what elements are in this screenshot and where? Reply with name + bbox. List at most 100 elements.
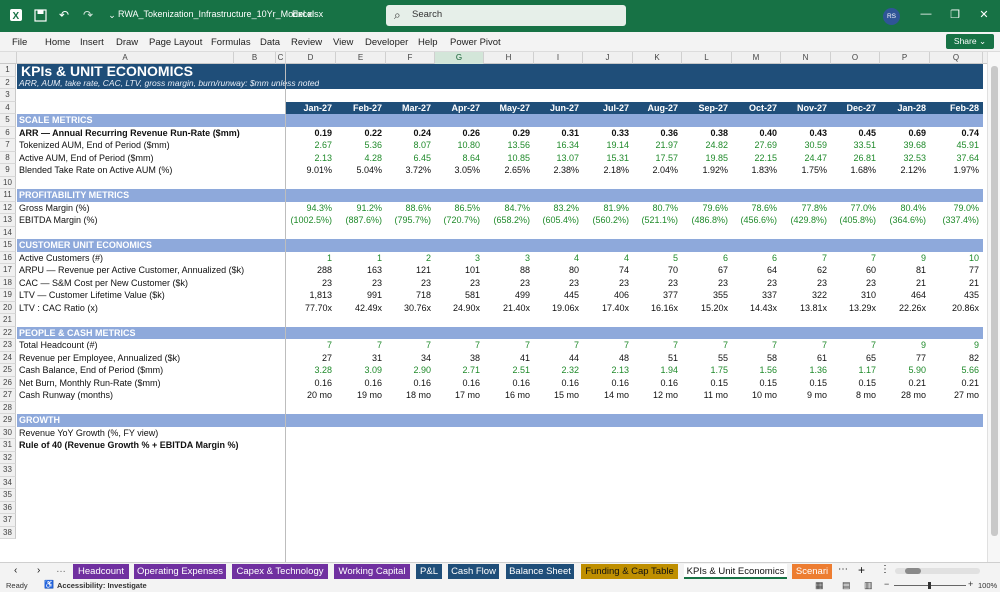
metric-value[interactable]: 0.33 bbox=[611, 127, 629, 138]
metric-value[interactable]: 19 mo bbox=[356, 390, 382, 401]
prev-sheet-icon[interactable]: ‹ bbox=[14, 565, 18, 576]
metric-value[interactable]: 2.18% bbox=[603, 165, 629, 176]
metric-value[interactable]: 41 bbox=[519, 352, 530, 363]
metric-value[interactable]: 4.28 bbox=[364, 152, 382, 163]
metric-value[interactable]: 30.59 bbox=[804, 140, 827, 151]
metric-value[interactable]: 13.81x bbox=[799, 302, 827, 313]
sheet-tab[interactable]: Funding & Cap Table bbox=[581, 564, 678, 579]
metric-label[interactable]: LTV — Customer Lifetime Value ($k) bbox=[19, 290, 165, 301]
metric-value[interactable]: 7 bbox=[821, 340, 827, 351]
metric-value[interactable]: 2.65% bbox=[504, 165, 530, 176]
save-icon[interactable] bbox=[32, 7, 48, 23]
metric-value[interactable]: 23 bbox=[321, 277, 332, 288]
metric-value[interactable]: 1.68% bbox=[850, 165, 876, 176]
metric-value[interactable]: 7 bbox=[425, 340, 431, 351]
metric-value[interactable]: 42.49x bbox=[354, 302, 382, 313]
period-header[interactable]: Apr-27 bbox=[435, 101, 484, 114]
metric-value[interactable]: 0.16 bbox=[561, 377, 579, 388]
sheet-tab[interactable]: KPIs & Unit Economics bbox=[684, 564, 787, 579]
row-header[interactable]: 9 bbox=[0, 164, 16, 177]
metric-value[interactable]: 1 bbox=[326, 252, 332, 263]
row-header[interactable]: 8 bbox=[0, 151, 16, 164]
minimize-icon[interactable]: — bbox=[920, 8, 932, 20]
metric-value[interactable]: 23 bbox=[568, 277, 579, 288]
column-header-f[interactable]: F bbox=[386, 52, 435, 64]
row-header[interactable]: 20 bbox=[0, 301, 16, 314]
scroll-thumb[interactable] bbox=[991, 66, 998, 536]
row-header[interactable]: 16 bbox=[0, 251, 16, 264]
metric-value[interactable]: 2.13 bbox=[611, 365, 629, 376]
metric-value[interactable]: 0.15 bbox=[809, 377, 827, 388]
metric-value[interactable]: 0.16 bbox=[314, 377, 332, 388]
metric-value[interactable]: 7 bbox=[771, 340, 777, 351]
metric-value[interactable]: 79.6% bbox=[702, 202, 728, 213]
metric-value[interactable]: 0.74 bbox=[961, 127, 979, 138]
metric-value[interactable]: 81.9% bbox=[603, 202, 629, 213]
metric-value[interactable]: 16.34 bbox=[556, 140, 579, 151]
metric-value[interactable]: 0.26 bbox=[462, 127, 480, 138]
column-header-g[interactable]: G bbox=[435, 52, 484, 64]
metric-value[interactable]: 6 bbox=[722, 252, 728, 263]
metric-value[interactable]: 1.83% bbox=[751, 165, 777, 176]
metric-value[interactable]: 0.38 bbox=[710, 127, 728, 138]
row-header[interactable]: 2 bbox=[0, 76, 16, 89]
metric-value[interactable]: (658.2%) bbox=[493, 215, 530, 226]
menu-help[interactable]: Help bbox=[418, 37, 438, 48]
metric-value[interactable]: 45.91 bbox=[956, 140, 979, 151]
metric-value[interactable]: 5.04% bbox=[356, 165, 382, 176]
metric-value[interactable]: 34 bbox=[420, 352, 431, 363]
metric-value[interactable]: (405.8%) bbox=[839, 215, 876, 226]
metric-value[interactable]: 0.21 bbox=[961, 377, 979, 388]
section-header[interactable]: CUSTOMER UNIT ECONOMICS bbox=[19, 240, 152, 251]
section-header[interactable]: PROFITABILITY METRICS bbox=[19, 190, 130, 201]
period-header[interactable]: Dec-27 bbox=[831, 101, 880, 114]
metric-value[interactable]: 1.56 bbox=[759, 365, 777, 376]
metric-value[interactable]: 28 mo bbox=[900, 390, 926, 401]
more-options-icon[interactable]: ⋮ bbox=[880, 564, 890, 575]
metric-value[interactable]: 7 bbox=[474, 340, 480, 351]
metric-value[interactable]: 12 mo bbox=[652, 390, 678, 401]
metric-value[interactable]: 0.31 bbox=[561, 127, 579, 138]
metric-value[interactable]: 7 bbox=[623, 340, 629, 351]
metric-value[interactable]: 0.22 bbox=[364, 127, 382, 138]
row-header[interactable]: 38 bbox=[0, 526, 16, 539]
metric-value[interactable]: 2.13 bbox=[314, 152, 332, 163]
metric-value[interactable]: 81 bbox=[915, 265, 926, 276]
metric-value[interactable]: 80.7% bbox=[652, 202, 678, 213]
metric-label[interactable]: Active AUM, End of Period ($mm) bbox=[19, 152, 154, 163]
metric-value[interactable]: (521.1%) bbox=[641, 215, 678, 226]
sheet-tab[interactable]: Operating Expenses bbox=[134, 564, 226, 579]
row-header[interactable]: 34 bbox=[0, 476, 16, 489]
row-header[interactable]: 29 bbox=[0, 414, 16, 427]
menu-power-pivot[interactable]: Power Pivot bbox=[450, 37, 501, 48]
column-header-q[interactable]: Q bbox=[930, 52, 983, 64]
metric-value[interactable]: 77 bbox=[915, 352, 926, 363]
metric-label[interactable]: Cash Balance, End of Period ($mm) bbox=[19, 365, 164, 376]
metric-value[interactable]: 4 bbox=[573, 252, 579, 263]
metric-value[interactable]: 991 bbox=[366, 290, 382, 301]
metric-value[interactable]: 6.45 bbox=[413, 152, 431, 163]
column-header-e[interactable]: E bbox=[336, 52, 386, 64]
metric-value[interactable]: 1 bbox=[376, 252, 382, 263]
metric-value[interactable]: 7 bbox=[870, 252, 876, 263]
metric-value[interactable]: 3 bbox=[474, 252, 480, 263]
metric-value[interactable]: 322 bbox=[811, 290, 827, 301]
horizontal-scrollbar[interactable] bbox=[895, 568, 980, 574]
metric-value[interactable]: 19.85 bbox=[705, 152, 728, 163]
menu-formulas[interactable]: Formulas bbox=[211, 37, 251, 48]
metric-value[interactable]: 18 mo bbox=[405, 390, 431, 401]
zoom-slider[interactable] bbox=[894, 582, 966, 589]
tab-overflow-icon[interactable]: ⋯ bbox=[838, 564, 848, 575]
row-header[interactable]: 30 bbox=[0, 426, 16, 439]
metric-value[interactable]: 8.07 bbox=[413, 140, 431, 151]
metric-value[interactable]: 9 bbox=[920, 252, 926, 263]
metric-value[interactable]: 5.90 bbox=[908, 365, 926, 376]
metric-value[interactable]: 1.75% bbox=[801, 165, 827, 176]
metric-value[interactable]: 27.69 bbox=[754, 140, 777, 151]
column-header-p[interactable]: P bbox=[880, 52, 930, 64]
metric-value[interactable]: 91.2% bbox=[356, 202, 382, 213]
metric-value[interactable]: 2.04% bbox=[652, 165, 678, 176]
metric-value[interactable]: 80.4% bbox=[900, 202, 926, 213]
metric-value[interactable]: 0.21 bbox=[908, 377, 926, 388]
metric-value[interactable]: 6 bbox=[771, 252, 777, 263]
